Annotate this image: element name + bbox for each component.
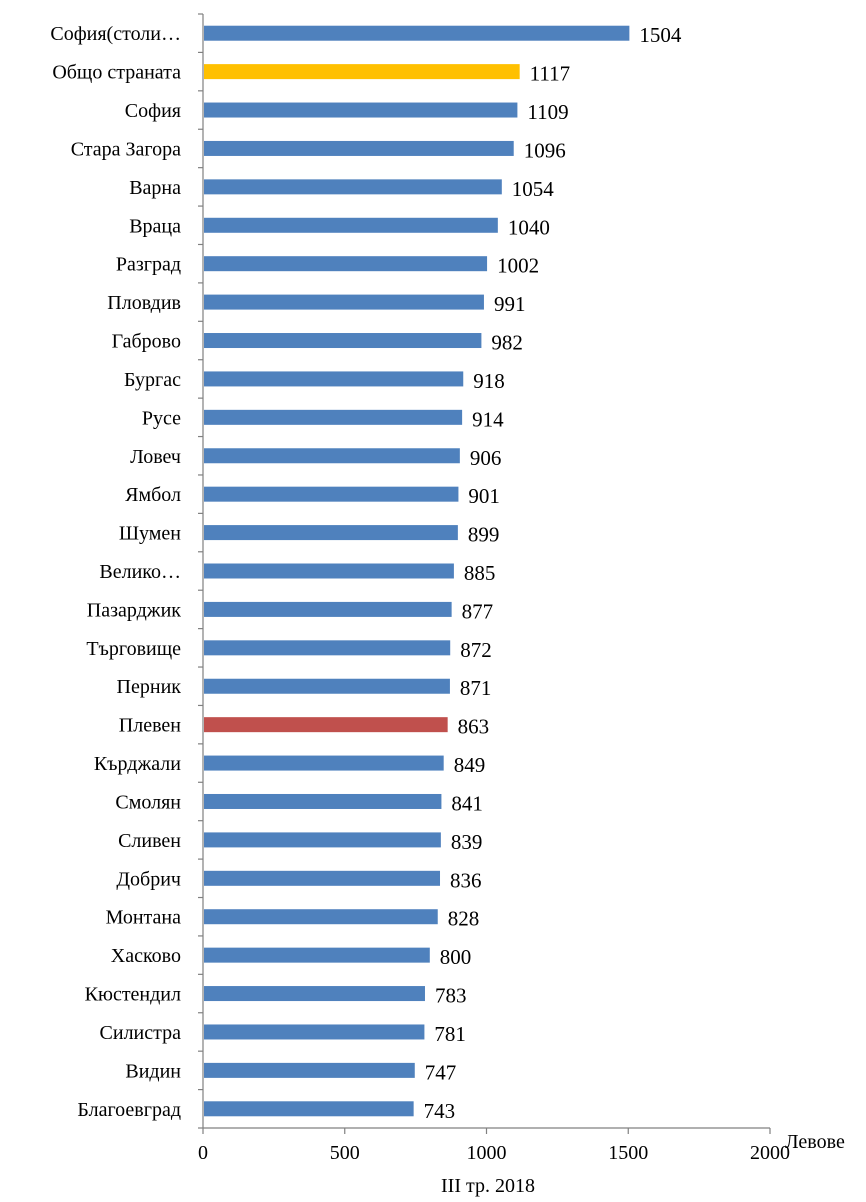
bar	[204, 294, 484, 310]
data-label: 828	[448, 907, 480, 931]
bar	[204, 525, 458, 541]
data-label: 1117	[530, 62, 570, 86]
data-label: 901	[468, 484, 500, 508]
data-label: 885	[464, 561, 496, 585]
bar	[204, 986, 425, 1002]
category-label: Велико…	[99, 561, 181, 583]
category-label: Ямбол	[125, 484, 181, 506]
bar	[204, 601, 452, 617]
data-label: 899	[468, 523, 500, 547]
labels-layer: София(столи… 1504 Общо страната 1117 София 11…	[50, 23, 790, 1164]
category-label: Шумен	[119, 523, 181, 545]
bar	[204, 448, 460, 464]
category-label: Перник	[117, 676, 182, 698]
bar	[204, 256, 488, 272]
bar	[204, 678, 450, 694]
category-label: Варна	[129, 177, 181, 199]
category-label: Пазарджик	[87, 599, 182, 621]
x-axis-title: III тр. 2018	[441, 1175, 535, 1197]
category-label: Плевен	[119, 715, 182, 737]
bar	[204, 179, 502, 195]
data-label: 863	[458, 715, 490, 739]
data-label: 841	[451, 791, 483, 815]
data-label: 914	[472, 407, 504, 431]
category-label: Сливен	[118, 830, 181, 852]
bar	[204, 832, 441, 848]
bar	[204, 640, 451, 656]
x-tick-label: 0	[198, 1142, 208, 1164]
category-label: Бургас	[124, 369, 181, 391]
data-label: 1504	[639, 23, 682, 47]
category-label: Общо страната	[52, 62, 181, 84]
data-label: 871	[460, 676, 492, 700]
bar	[204, 793, 442, 809]
data-label: 781	[434, 1022, 466, 1046]
x-tick-label: 2000	[750, 1142, 790, 1164]
x-tick-label: 1000	[467, 1142, 507, 1164]
data-label: 743	[424, 1099, 456, 1123]
data-label: 1002	[497, 254, 539, 278]
category-label: Кюстендил	[85, 984, 181, 1006]
data-label: 991	[494, 292, 526, 316]
bar	[204, 755, 444, 771]
category-label: София	[125, 100, 181, 122]
bar	[204, 909, 438, 925]
data-label: 1109	[527, 100, 568, 124]
category-label: Смолян	[115, 791, 181, 813]
data-label: 918	[473, 369, 505, 393]
data-label: 877	[462, 599, 494, 623]
category-label: Враца	[129, 215, 181, 237]
data-label: 836	[450, 868, 482, 892]
bars-layer	[204, 25, 630, 1117]
data-label: 906	[470, 446, 502, 470]
category-label: Търговище	[86, 638, 181, 660]
bar	[204, 947, 430, 963]
category-label: Кърджали	[94, 753, 181, 775]
category-label: Русе	[142, 407, 181, 429]
data-label: 839	[451, 830, 483, 854]
bar	[204, 64, 520, 80]
bar	[204, 870, 441, 886]
category-label: Ловеч	[130, 446, 181, 468]
bar	[204, 486, 459, 502]
category-label: Силистра	[100, 1022, 182, 1044]
axis-layer	[198, 13, 771, 1134]
bar	[204, 1062, 415, 1078]
unit-label: Левове	[785, 1131, 845, 1153]
category-label: Добрич	[116, 868, 181, 890]
bar	[204, 333, 482, 349]
data-label: 982	[491, 331, 523, 355]
bar	[204, 25, 630, 41]
category-label: Разград	[116, 254, 181, 276]
bar	[204, 371, 464, 387]
data-label: 1040	[508, 215, 550, 239]
data-label: 1054	[512, 177, 555, 201]
bar	[204, 1024, 425, 1040]
bar	[204, 717, 448, 733]
category-label: Габрово	[112, 331, 181, 353]
data-label: 783	[435, 984, 467, 1008]
category-label: Пловдив	[107, 292, 181, 314]
bar	[204, 217, 498, 233]
bar	[204, 1101, 414, 1117]
bar	[204, 140, 514, 156]
bar	[204, 409, 463, 425]
category-label: Видин	[125, 1060, 181, 1082]
x-tick-label: 1500	[608, 1142, 648, 1164]
data-label: 1096	[524, 138, 566, 162]
x-tick-label: 500	[330, 1142, 360, 1164]
data-label: 800	[440, 945, 472, 969]
category-label: Стара Загора	[71, 138, 181, 160]
data-label: 872	[460, 638, 492, 662]
category-label: Благоевград	[77, 1099, 181, 1121]
data-label: 747	[425, 1060, 457, 1084]
category-label: София(столи…	[50, 23, 181, 45]
bar	[204, 563, 454, 579]
data-label: 849	[454, 753, 486, 777]
category-label: Хасково	[111, 945, 181, 967]
category-label: Монтана	[106, 907, 182, 929]
bar	[204, 102, 518, 118]
